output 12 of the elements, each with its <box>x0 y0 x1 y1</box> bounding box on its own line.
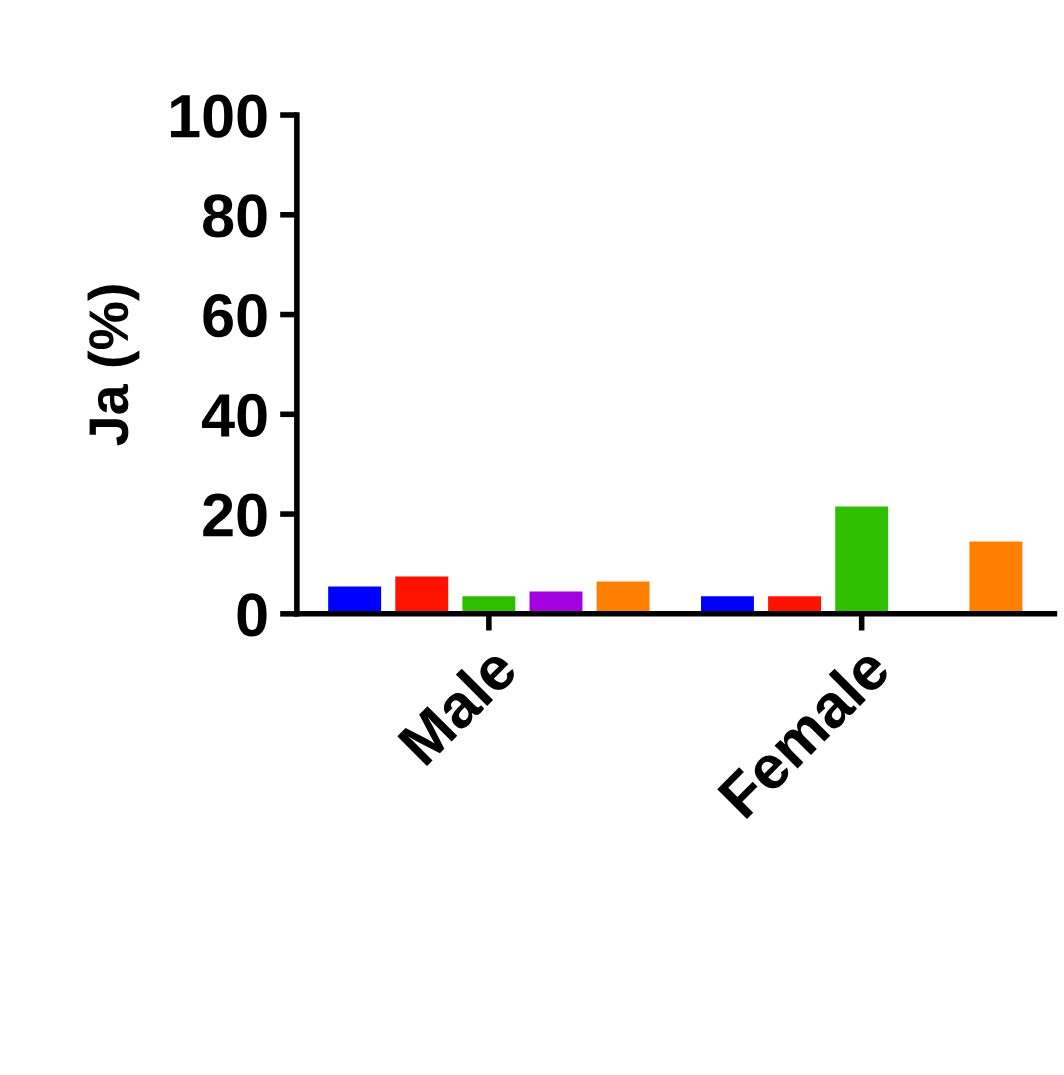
y-tick-label: 0 <box>237 593 267 637</box>
y-tick-label: 60 <box>203 294 267 338</box>
y-tick-label: 20 <box>203 493 267 537</box>
y-tick-label: 40 <box>202 393 267 438</box>
bar <box>596 581 650 614</box>
bar <box>328 586 382 614</box>
bar <box>395 576 449 614</box>
y-tick-label: 80 <box>203 194 267 238</box>
bar <box>835 506 889 614</box>
y-axis-title: Ja (%) <box>87 285 140 446</box>
bar <box>969 541 1023 614</box>
y-tick-label: 100 <box>170 94 267 138</box>
